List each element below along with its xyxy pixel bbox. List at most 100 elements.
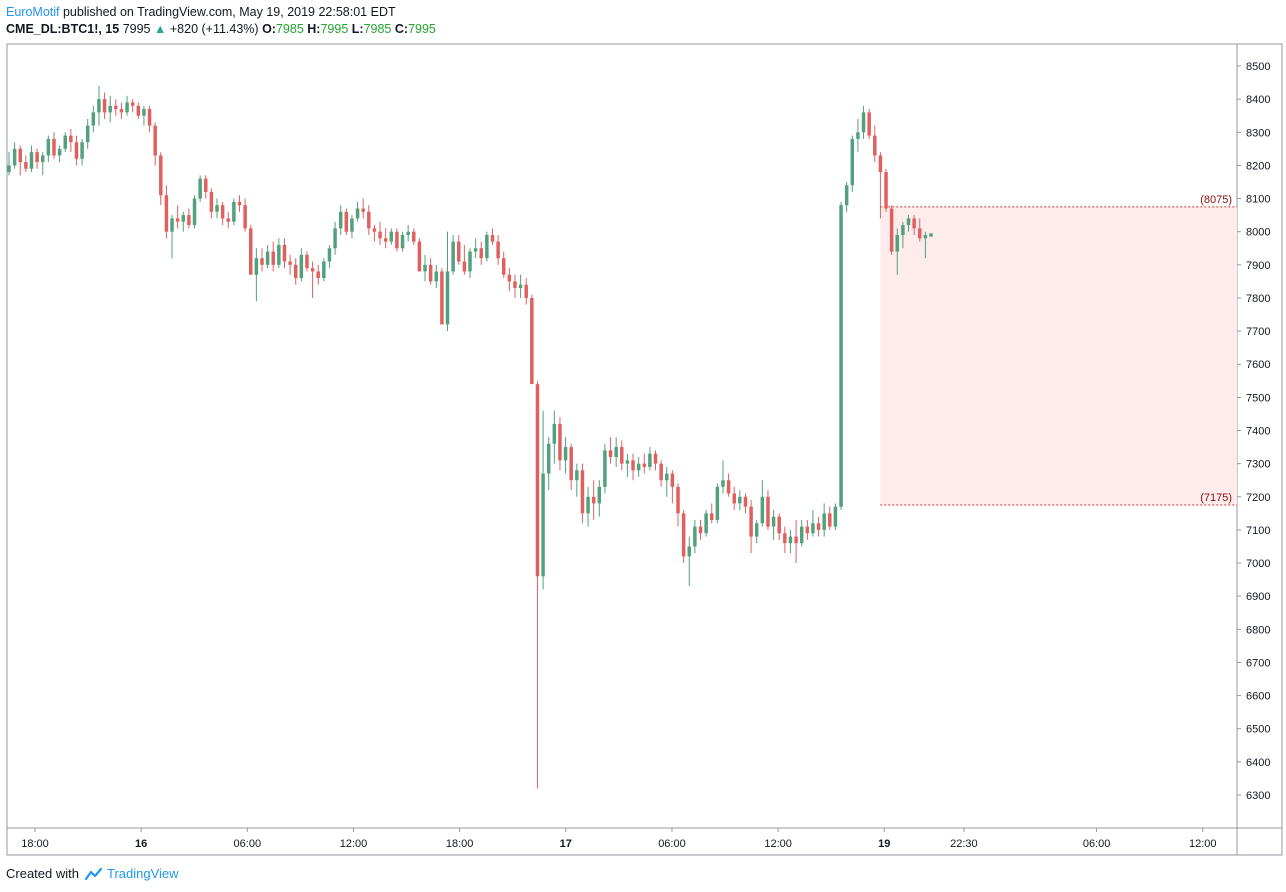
candle-body — [799, 526, 804, 544]
y-tick-label: 8200 — [1246, 160, 1270, 172]
candle-body — [861, 112, 866, 133]
candle-body — [372, 228, 377, 232]
candle-body — [142, 109, 146, 116]
candle-body — [721, 480, 725, 487]
y-tick-label: 6300 — [1246, 790, 1270, 802]
candle-body — [901, 225, 905, 235]
close-value: 7995 — [408, 22, 436, 36]
candle-body — [738, 496, 742, 504]
candle-body — [749, 506, 753, 537]
candle-body — [434, 271, 439, 282]
candle-body — [608, 450, 613, 458]
candle-body — [485, 234, 489, 259]
candle-body — [102, 99, 107, 113]
candle-body — [867, 112, 871, 136]
x-tick-label: 16 — [135, 838, 147, 850]
candle-body — [192, 198, 197, 226]
candle-body — [648, 453, 652, 467]
candle-body — [676, 486, 680, 514]
candle-body — [412, 231, 416, 242]
published-text: published on TradingView.com, May 19, 20… — [62, 5, 396, 19]
footer: Created with TradingView — [6, 866, 179, 882]
candle-body — [687, 546, 691, 557]
candle-body — [322, 261, 326, 279]
candle-body — [445, 271, 450, 325]
x-tick-label: 22:30 — [950, 838, 978, 850]
candle-body — [52, 138, 56, 156]
candle-body — [839, 205, 843, 507]
symbol-line: CME_DL:BTC1!, 15 7995 ▲ +820 (+11.43%) O… — [6, 21, 436, 38]
candle-body — [710, 513, 714, 520]
candle-body — [535, 384, 540, 577]
candle-body — [771, 516, 776, 527]
candle-body — [732, 493, 736, 504]
candle-body — [209, 191, 214, 212]
candle-body — [333, 228, 337, 249]
x-tick-label: 12:00 — [1189, 838, 1217, 850]
candle-body — [777, 516, 781, 534]
candle-body — [698, 526, 703, 534]
candle-body — [400, 234, 405, 249]
high-value: 7995 — [320, 22, 349, 36]
candle-body — [164, 195, 169, 232]
candle-body — [788, 536, 793, 544]
candle-body — [783, 533, 787, 544]
candle-body — [395, 231, 399, 249]
candle-body — [558, 423, 562, 461]
candle-body — [760, 496, 765, 524]
candle-body — [97, 99, 101, 113]
candle-body — [204, 178, 208, 192]
candle-body — [378, 231, 382, 239]
candle-body — [350, 218, 354, 232]
candle-body — [310, 268, 315, 272]
candle-body — [833, 506, 838, 527]
y-tick-label: 8100 — [1246, 194, 1270, 206]
candle-body — [569, 447, 573, 481]
x-tick-label: 06:00 — [234, 838, 262, 850]
candle-body — [659, 463, 663, 481]
price-zone — [880, 206, 1237, 506]
candle-body — [552, 423, 557, 444]
candle-body — [906, 218, 911, 226]
y-tick-label: 7900 — [1246, 260, 1270, 272]
candle-body — [153, 125, 157, 156]
candle-body — [878, 155, 883, 173]
y-tick-label: 6900 — [1246, 591, 1270, 603]
candle-body — [428, 264, 433, 282]
candle-body — [114, 105, 118, 110]
candle-body — [147, 109, 152, 126]
tradingview-logo[interactable]: TradingView — [83, 866, 179, 882]
candle-body — [603, 450, 607, 487]
candle-body — [457, 241, 461, 262]
candle-body — [125, 102, 129, 113]
y-tick-label: 8300 — [1246, 127, 1270, 139]
up-arrow-icon: ▲ — [154, 22, 167, 36]
candle-body — [187, 215, 191, 226]
candle-body — [524, 284, 528, 298]
candle-body — [305, 254, 309, 269]
candle-body — [299, 254, 304, 279]
candle-body — [625, 460, 630, 464]
candle-body — [889, 208, 894, 252]
price-axis — [1236, 43, 1283, 829]
candle-body — [681, 513, 686, 557]
candle-body — [29, 152, 34, 169]
candle-body — [80, 142, 84, 159]
candle-body — [316, 271, 320, 279]
candles — [7, 85, 933, 789]
candle-body — [743, 496, 748, 507]
candle-body — [929, 233, 933, 237]
candle-body — [338, 211, 343, 229]
candle-body — [822, 513, 826, 530]
candle-body — [507, 274, 512, 282]
candle-body — [361, 208, 365, 212]
candle-body — [541, 473, 545, 577]
candle-body — [46, 138, 51, 156]
author-link[interactable]: EuroMotif — [6, 5, 60, 19]
candle-body — [232, 201, 236, 222]
open-label: O: — [262, 22, 276, 36]
candle-body — [636, 463, 641, 471]
candle-body — [912, 218, 916, 229]
candle-body — [288, 261, 292, 265]
candle-body — [816, 523, 821, 530]
